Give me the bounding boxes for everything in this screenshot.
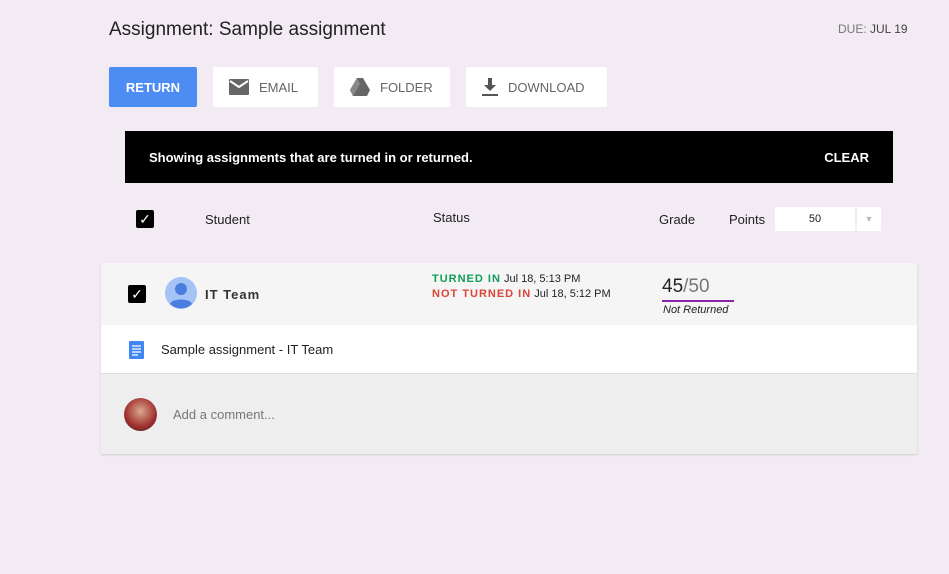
download-icon — [482, 78, 498, 96]
status-header[interactable]: Status — [433, 210, 470, 225]
due-date: DUE: JUL 19 — [838, 22, 908, 36]
drive-icon — [350, 78, 370, 96]
email-button[interactable]: EMAIL — [213, 67, 318, 107]
due-value: JUL 19 — [870, 22, 908, 36]
email-label: EMAIL — [259, 79, 299, 95]
student-header[interactable]: Student — [205, 212, 250, 227]
attachment-name[interactable]: Sample assignment - IT Team — [161, 342, 334, 357]
page-title: Assignment: Sample assignment — [109, 19, 386, 40]
folder-label: FOLDER — [380, 79, 433, 95]
clear-button[interactable]: CLEAR — [824, 149, 869, 165]
points-input[interactable]: 50 — [775, 207, 855, 231]
points-dropdown-icon[interactable]: ▼ — [857, 207, 881, 231]
student-checkbox[interactable]: ✓ — [128, 285, 146, 303]
comment-section: Add a comment... — [101, 374, 917, 454]
student-row[interactable]: ✓ IT Team TURNED IN Jul 18, 5:13 PM NOT … — [101, 263, 917, 325]
return-button[interactable]: RETURN — [109, 67, 197, 107]
due-label: DUE: — [838, 22, 867, 36]
points-label: Points — [729, 212, 766, 227]
grade-value: 45 — [662, 276, 684, 297]
banner-text: Showing assignments that are turned in o… — [149, 149, 473, 165]
email-icon — [229, 79, 249, 95]
status-time: Jul 18, 5:13 PM — [503, 273, 581, 285]
download-button[interactable]: DOWNLOAD — [466, 67, 607, 107]
attachment-row[interactable]: Sample assignment - IT Team — [101, 325, 917, 374]
folder-button[interactable]: FOLDER — [334, 67, 450, 107]
avatar-icon — [165, 277, 197, 309]
student-card: ✓ IT Team TURNED IN Jul 18, 5:13 PM NOT … — [101, 263, 917, 454]
return-label: RETURN — [125, 79, 181, 95]
grade-input[interactable]: 45/50 — [662, 276, 734, 302]
filter-banner: Showing assignments that are turned in o… — [125, 131, 893, 183]
user-avatar — [124, 398, 157, 431]
doc-icon — [129, 341, 144, 359]
status-turned-in: TURNED IN Jul 18, 5:13 PM — [432, 273, 580, 285]
download-label: DOWNLOAD — [508, 79, 585, 95]
comment-input[interactable]: Add a comment... — [173, 407, 275, 422]
select-all-checkbox[interactable]: ✓ — [136, 210, 154, 228]
status-label: NOT TURNED IN — [432, 288, 532, 300]
student-name: IT Team — [205, 287, 261, 302]
status-label: TURNED IN — [432, 273, 501, 285]
grade-status: Not Returned — [663, 304, 729, 316]
grade-header: Grade — [659, 212, 696, 227]
status-not-turned-in: NOT TURNED IN Jul 18, 5:12 PM — [432, 288, 611, 300]
grade-total: /50 — [683, 276, 710, 297]
status-time: Jul 18, 5:12 PM — [534, 288, 611, 300]
